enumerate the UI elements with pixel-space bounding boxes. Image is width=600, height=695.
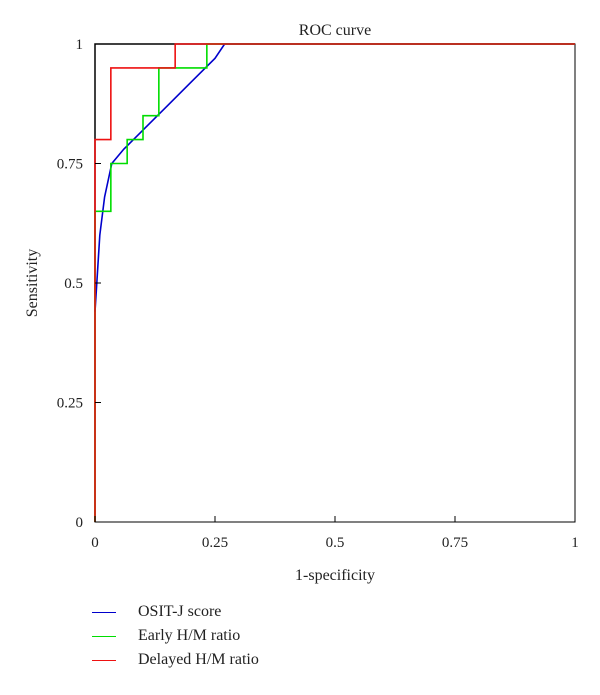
y-tick-label: 0 bbox=[76, 515, 84, 531]
legend-label-early-hm: Early H/M ratio bbox=[138, 627, 241, 644]
early-hm-ratio-line bbox=[94, 43, 575, 522]
legend-swatch-early-hm bbox=[92, 635, 116, 637]
reference-curve bbox=[94, 43, 575, 522]
legend-item-early-hm: Early H/M ratio bbox=[92, 624, 259, 648]
chart-title: ROC curve bbox=[299, 22, 371, 39]
legend-swatch-osit-j bbox=[92, 611, 116, 613]
x-tick-label: 0.25 bbox=[202, 535, 228, 551]
y-tick-label: 0.25 bbox=[57, 396, 83, 412]
roc-chart: 0 0.25 0.5 0.75 1 0 0.25 0.5 0.75 1 ROC curve 1-s… bbox=[24, 22, 579, 584]
y-tick-label: 0.5 bbox=[64, 276, 83, 292]
legend-label-delayed-hm: Delayed H/M ratio bbox=[138, 651, 259, 668]
x-tick-label: 0 bbox=[91, 535, 99, 551]
legend-item-osit-j: OSIT-J score bbox=[92, 600, 259, 624]
x-tick-label: 0.5 bbox=[326, 535, 345, 551]
osit-j-score-line bbox=[94, 43, 575, 312]
legend-label-osit-j: OSIT-J score bbox=[138, 603, 222, 620]
legend-swatch-delayed-hm bbox=[92, 659, 116, 661]
y-axis-title: Sensitivity bbox=[24, 249, 41, 317]
plot-area-frame bbox=[94, 43, 576, 523]
legend: OSIT-J score Early H/M ratio Delayed H/M… bbox=[92, 600, 259, 672]
delayed-hm-ratio-line bbox=[94, 43, 575, 522]
x-tick-label: 0.75 bbox=[442, 535, 468, 551]
legend-item-delayed-hm: Delayed H/M ratio bbox=[92, 648, 259, 672]
y-tick-label: 1 bbox=[76, 37, 84, 53]
x-axis-title: 1-specificity bbox=[295, 567, 375, 584]
x-tick-label: 1 bbox=[571, 535, 579, 551]
y-tick-label: 0.75 bbox=[57, 157, 83, 173]
